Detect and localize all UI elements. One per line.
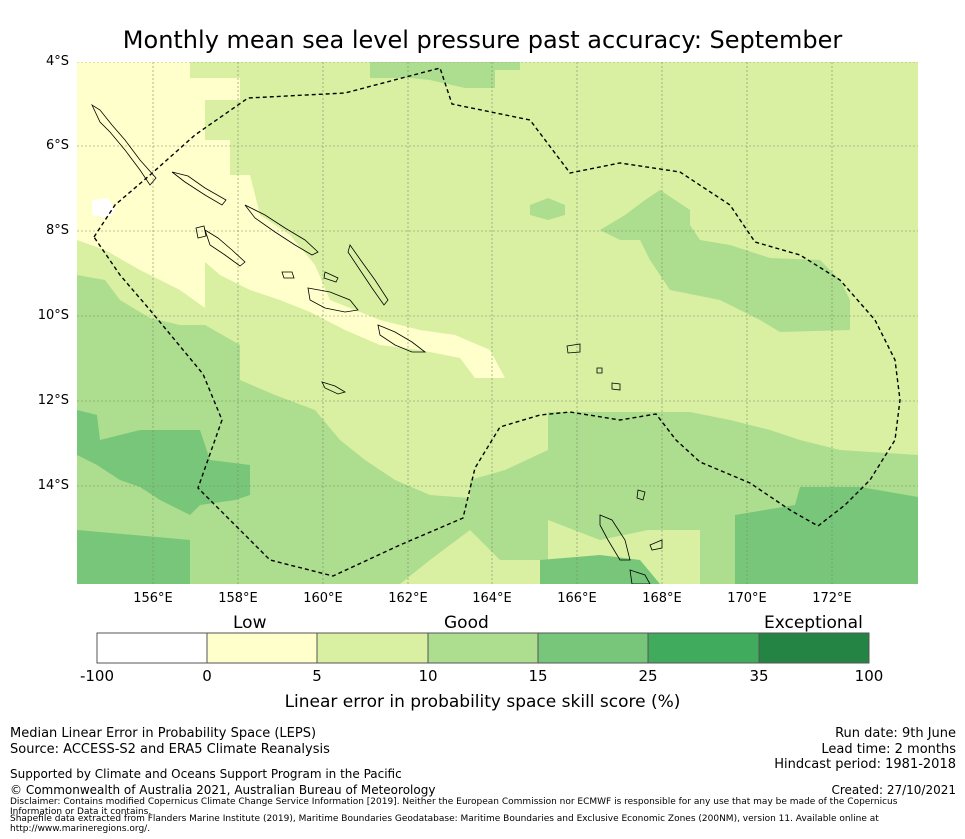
footer-disclaimer: Disclaimer: Contains modified Copernicus… (10, 797, 898, 817)
lat-tick: 8°S (45, 223, 69, 238)
good-15-25-south (77, 530, 190, 584)
lon-tick: 166°E (557, 591, 597, 606)
colorbar-label: Linear error in probability space skill … (284, 692, 681, 712)
colorbar-segment (206, 632, 318, 664)
colorbar-tick: 5 (312, 667, 322, 685)
footer-copyright: © Commonwealth of Australia 2021, Austra… (10, 783, 436, 797)
good-10-15-west (77, 275, 918, 584)
colorbar-segment (537, 632, 649, 664)
lon-tick: 156°E (133, 591, 173, 606)
colorbar-category-exceptional: Exceptional (764, 613, 863, 633)
good-15-25-west (77, 410, 250, 515)
colorbar-segment (758, 632, 870, 664)
colorbar-tick: 0 (202, 667, 212, 685)
colorbar-tick: 10 (418, 667, 438, 685)
eez-boundary (93, 67, 901, 577)
footer-source: Source: ACCESS-S2 and ERA5 Climate Reana… (10, 742, 330, 757)
lon-tick: 162°E (388, 591, 428, 606)
lon-tick: 158°E (218, 591, 258, 606)
colorbar (96, 632, 870, 664)
lat-tick: 6°S (45, 138, 69, 153)
lat-tick: 4°S (45, 54, 69, 69)
colorbar-segment (647, 632, 760, 664)
colorbar-tick: -100 (79, 667, 115, 685)
map-title: Monthly mean sea level pressure past acc… (122, 26, 843, 54)
graticule (77, 62, 918, 584)
footer-created: Created: 27/10/2021 (831, 783, 956, 797)
lon-tick: 164°E (472, 591, 512, 606)
colorbar-segment (427, 632, 539, 664)
colorbar-tick: 15 (528, 667, 548, 685)
colorbar-tick: 35 (749, 667, 769, 685)
lat-tick: 14°S (37, 478, 69, 493)
footer-run-date: Run date: 9th June (835, 726, 956, 741)
good-10-15-east (600, 190, 850, 332)
lat-tick: 12°S (37, 393, 69, 408)
footer-method: Median Linear Error in Probability Space… (10, 726, 317, 741)
colorbar-segment (316, 632, 429, 664)
lon-tick: 172°E (812, 591, 852, 606)
good-15-25-southeast (735, 487, 918, 584)
lat-tick: 10°S (37, 308, 69, 323)
colorbar-tick: 25 (638, 667, 658, 685)
colorbar-segment (96, 632, 208, 664)
lon-tick: 168°E (642, 591, 682, 606)
lon-tick: 160°E (303, 591, 343, 606)
good-15-25-vanuatu (540, 555, 660, 584)
lon-tick: 170°E (727, 591, 767, 606)
colorbar-category-good: Good (444, 613, 489, 633)
colorbar-category-low: Low (233, 613, 267, 633)
coastlines (91, 103, 663, 584)
footer-shapefile: Shapefile data extracted from Flanders M… (10, 814, 879, 834)
footer-hindcast: Hindcast period: 1981-2018 (774, 757, 956, 772)
colorbar-tick: 100 (854, 667, 884, 685)
good-10-15-small (530, 198, 565, 220)
good-10-15-north (370, 62, 520, 88)
footer-lead-time: Lead time: 2 months (821, 742, 956, 757)
low-skill-region (77, 62, 505, 378)
footer-support: Supported by Climate and Oceans Support … (10, 767, 402, 781)
